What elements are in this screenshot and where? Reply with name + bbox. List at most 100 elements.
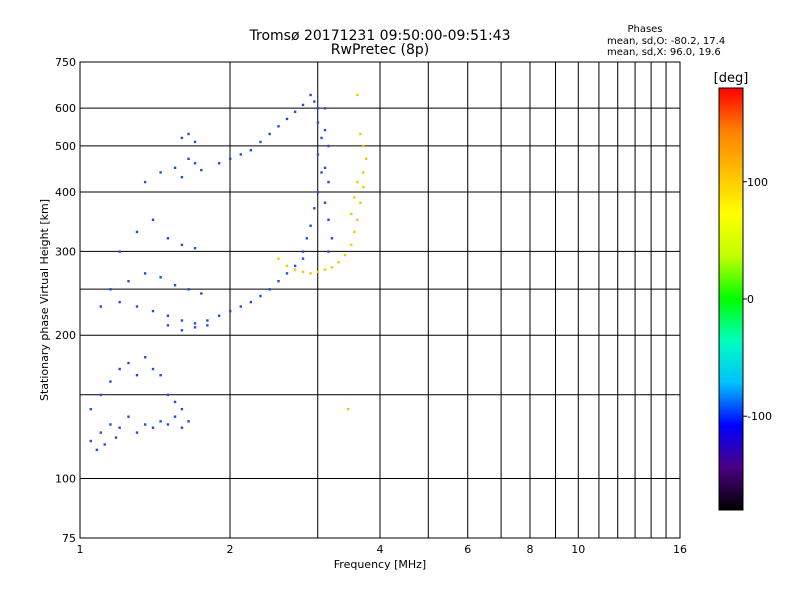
data-point [323, 107, 327, 110]
phase-stats-o: mean, sd,O: -80.2, 17.4 [607, 36, 725, 47]
data-point [135, 230, 139, 234]
data-point [285, 117, 289, 121]
data-point [323, 166, 327, 169]
data-point [151, 426, 155, 429]
data-point [118, 300, 121, 304]
data-point [135, 305, 139, 308]
data-point [316, 190, 320, 194]
data-point [159, 374, 162, 377]
x-tick-label: 6 [464, 543, 471, 556]
data-point [277, 257, 280, 260]
data-point [293, 110, 297, 114]
data-point [180, 426, 184, 429]
data-point [118, 426, 121, 429]
x-tick-label: 4 [377, 543, 384, 556]
data-point [151, 367, 155, 371]
data-point [323, 268, 327, 271]
data-point [118, 250, 121, 253]
data-point [217, 314, 221, 317]
data-point [127, 280, 130, 283]
x-tick-label: 10 [571, 543, 585, 556]
data-point [99, 431, 103, 434]
data-point [359, 132, 362, 136]
data-point [109, 288, 112, 291]
data-point [173, 400, 177, 404]
data-point [239, 305, 242, 308]
data-point [362, 144, 365, 148]
data-point [293, 264, 297, 268]
y-axis-label: Stationary phase Virtual Height [km] [38, 199, 51, 401]
data-point [316, 121, 320, 124]
data-point [143, 180, 147, 184]
data-point [343, 253, 347, 257]
data-point [193, 247, 197, 250]
data-point [166, 324, 170, 327]
data-point [166, 314, 170, 317]
data-point [350, 243, 353, 247]
data-point [206, 324, 209, 327]
data-point [127, 361, 130, 365]
data-point [316, 270, 320, 274]
data-point [337, 261, 340, 264]
data-point [159, 276, 162, 279]
data-point [309, 272, 312, 275]
data-point [180, 329, 184, 332]
data-point [103, 443, 106, 446]
data-point [268, 288, 271, 291]
data-point [173, 284, 177, 287]
data-point [353, 230, 356, 234]
colorbar-tick-label: 100 [747, 176, 768, 189]
phase-stats-heading: Phases [627, 24, 662, 35]
data-point [159, 420, 162, 423]
data-point [277, 280, 280, 283]
data-point [301, 250, 305, 253]
data-point [330, 266, 334, 269]
y-axis-ticks: 75 100 200 300 400 500 600 750 [55, 56, 76, 545]
data-point [316, 107, 320, 110]
data-point [277, 125, 280, 128]
y-tick-label: 300 [55, 245, 76, 258]
data-point [193, 326, 197, 329]
data-point [135, 374, 139, 377]
y-tick-label: 500 [55, 140, 76, 153]
data-point [316, 153, 320, 156]
phase-colorbar [718, 87, 744, 511]
colorbar-tick-label: 0 [747, 293, 754, 306]
data-point [180, 175, 184, 179]
colorbar-label: [deg] [714, 71, 749, 86]
data-point [135, 431, 139, 434]
data-point [268, 132, 271, 136]
y-tick-label: 200 [55, 329, 76, 342]
data-point [193, 140, 197, 144]
colorbar-ticks: 100 0 -100 [743, 176, 772, 423]
data-point [320, 136, 323, 140]
x-tick-label: 1 [77, 543, 84, 556]
data-point [313, 207, 316, 210]
data-point [229, 157, 232, 161]
data-point [143, 423, 147, 426]
data-point [99, 393, 103, 397]
data-point [301, 270, 305, 274]
data-point [200, 292, 203, 295]
data-point [293, 268, 297, 271]
y-tick-label: 750 [55, 56, 76, 69]
data-point [159, 171, 162, 174]
data-point [166, 393, 170, 397]
data-point [200, 168, 203, 172]
data-point [353, 196, 356, 199]
data-point [301, 103, 305, 107]
data-point [180, 243, 184, 247]
data-point [249, 148, 253, 152]
data-point [362, 171, 365, 174]
data-point [143, 272, 147, 275]
data-point [285, 272, 289, 275]
y-tick-label: 400 [55, 186, 76, 199]
data-point [173, 166, 177, 169]
y-tick-label: 600 [55, 102, 76, 115]
data-point [327, 180, 330, 184]
x-tick-label: 8 [527, 543, 534, 556]
data-point [249, 300, 253, 304]
y-tick-label: 75 [62, 532, 76, 545]
data-point [173, 415, 177, 418]
x-tick-label: 16 [673, 543, 687, 556]
